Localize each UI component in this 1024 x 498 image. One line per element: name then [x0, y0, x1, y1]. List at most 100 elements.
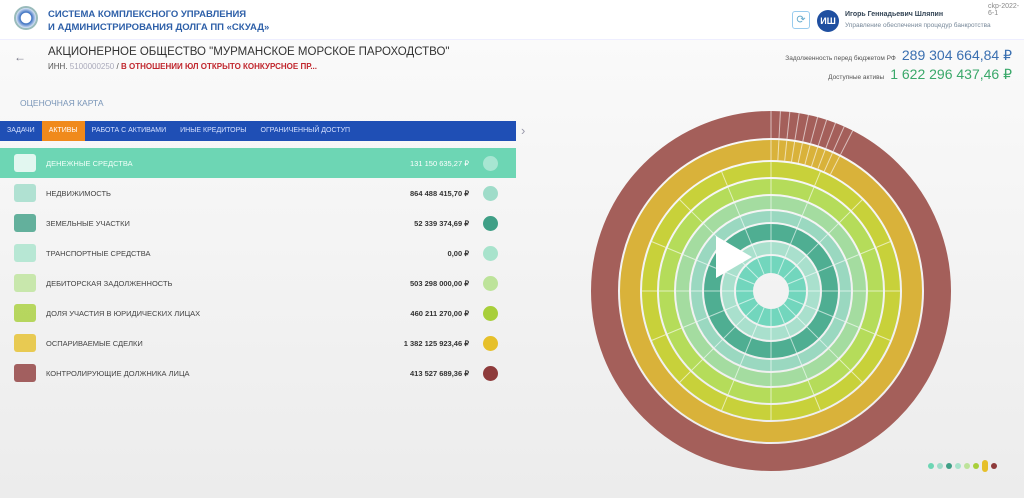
- asset-toggle[interactable]: [483, 275, 498, 291]
- assets-label: Доступные активы: [828, 74, 885, 81]
- segment-divider: [696, 316, 708, 323]
- segment-divider: [738, 297, 755, 305]
- asset-label: ОСПАРИВАЕМЫЕ СДЕЛКИ: [46, 338, 143, 348]
- asset-label: НЕДВИЖИМОСТЬ: [46, 188, 111, 198]
- segment-divider: [651, 241, 666, 248]
- segment-divider: [796, 354, 803, 366]
- building-icon: [14, 184, 36, 202]
- pager-dot[interactable]: [964, 463, 970, 469]
- segment-divider: [784, 324, 791, 337]
- asset-toggle[interactable]: [483, 365, 498, 381]
- segment-divider: [825, 122, 836, 149]
- asset-toggle[interactable]: [483, 245, 498, 261]
- list-item[interactable]: ДЕНЕЖНЫЕ СРЕДСТВА 131 150 635,27 ₽: [0, 148, 516, 178]
- segment-divider: [810, 117, 819, 144]
- tab-1[interactable]: АКТИВЫ: [41, 121, 85, 141]
- pager-dot[interactable]: [928, 463, 934, 469]
- car-icon: [14, 244, 36, 262]
- segment-divider: [830, 156, 840, 175]
- company-info: ИНН. 5100000250 / В ОТНОШЕНИИ ЮЛ ОТКРЫТО…: [48, 62, 317, 71]
- segment-divider: [790, 337, 798, 354]
- asset-toggle[interactable]: [483, 215, 498, 231]
- tab-4[interactable]: ОГРАНИЧЕННЫЙ ДОСТУП: [260, 127, 351, 134]
- segment-divider: [801, 203, 808, 216]
- asset-label: ТРАНСПОРТНЫЕ СРЕДСТВА: [46, 248, 151, 258]
- refresh-icon[interactable]: ⟳: [792, 11, 810, 29]
- segment-divider: [651, 334, 666, 341]
- gavel-icon: [14, 334, 36, 352]
- user-name: Игорь Геннадьевич Шляпин: [845, 11, 944, 18]
- segment-divider: [804, 304, 817, 311]
- land-icon: [14, 214, 36, 232]
- list-item[interactable]: ТРАНСПОРТНЫЕ СРЕДСТВА 0,00 ₽: [0, 238, 516, 268]
- segment-divider: [786, 111, 791, 139]
- segment-divider: [797, 143, 803, 163]
- asset-value: 460 211 270,00 ₽: [410, 308, 469, 318]
- logo-icon: [14, 6, 38, 30]
- segment-divider: [739, 216, 746, 228]
- segment-divider: [783, 265, 797, 279]
- segment-divider: [727, 380, 735, 395]
- asset-toggle[interactable]: [483, 155, 498, 171]
- company-status[interactable]: В ОТНОШЕНИИ ЮЛ ОТКРЫТО КОНКУРСНОЕ ПР...: [120, 62, 317, 71]
- pager-dot[interactable]: [991, 463, 997, 469]
- chevron-right-icon[interactable]: ›: [521, 123, 526, 138]
- segment-divider: [806, 326, 819, 339]
- segment-divider: [840, 130, 854, 155]
- segment-divider: [725, 304, 738, 311]
- pie-share-icon: [14, 304, 36, 322]
- segment-divider: [734, 366, 741, 379]
- inn-value: 5100000250: [69, 62, 115, 71]
- segment-divider: [796, 216, 803, 228]
- asset-toggle[interactable]: [483, 335, 498, 351]
- pager-dot[interactable]: [946, 463, 952, 469]
- assets-sunburst-chart[interactable]: [590, 110, 952, 472]
- segment-divider: [777, 140, 780, 161]
- list-item[interactable]: КОНТРОЛИРУЮЩИЕ ДОЛЖНИКА ЛИЦА 413 527 689,…: [0, 358, 516, 388]
- segment-divider: [819, 234, 828, 243]
- segment-divider: [735, 316, 746, 327]
- list-item[interactable]: ДОЛЯ УЧАСТИЯ В ЮРИДИЧЕСКИХ ЛИЦАХ 460 211 …: [0, 298, 516, 328]
- segment-divider: [696, 259, 708, 266]
- list-item[interactable]: ДЕБИТОРСКАЯ ЗАДОЛЖЕННОСТЬ 503 298 000,00 …: [0, 268, 516, 298]
- segment-divider: [851, 199, 863, 211]
- play-icon[interactable]: [716, 236, 752, 278]
- segment-divider: [777, 258, 785, 275]
- pager-dot[interactable]: [973, 463, 979, 469]
- segment-divider: [806, 243, 819, 256]
- system-title: СИСТЕМА КОМПЛЕКСНОГО УПРАВЛЕНИЯ И АДМИНИС…: [48, 8, 269, 34]
- segment-divider: [679, 371, 691, 383]
- section-label[interactable]: ОЦЕНОЧНАЯ КАРТА: [20, 98, 104, 108]
- pager-dot[interactable]: [955, 463, 961, 469]
- inn-label: ИНН.: [48, 62, 68, 71]
- segment-divider: [796, 316, 807, 327]
- avatar[interactable]: ИШ: [817, 10, 839, 32]
- segment-divider: [787, 277, 804, 285]
- pager-dot[interactable]: [937, 463, 943, 469]
- list-item[interactable]: ЗЕМЕЛЬНЫЕ УЧАСТКИ 52 339 374,69 ₽: [0, 208, 516, 238]
- back-arrow-icon[interactable]: ←: [14, 50, 26, 64]
- segment-divider: [828, 348, 839, 359]
- tab-2[interactable]: РАБОТА С АКТИВАМИ: [91, 127, 167, 134]
- segment-divider: [784, 140, 788, 161]
- segment-divider: [790, 141, 796, 162]
- tab-0[interactable]: ЗАДАЧИ: [7, 127, 35, 134]
- segment-divider: [667, 247, 682, 255]
- segment-divider: [683, 321, 696, 328]
- segment-divider: [784, 245, 791, 258]
- list-item[interactable]: НЕДВИЖИМОСТЬ 864 488 415,70 ₽: [0, 178, 516, 208]
- asset-toggle[interactable]: [483, 305, 498, 321]
- segment-divider: [777, 307, 785, 324]
- segment-divider: [691, 359, 703, 371]
- asset-value: 131 150 635,27 ₽: [410, 158, 469, 168]
- pager-dot[interactable]: [982, 460, 988, 472]
- list-item[interactable]: ОСПАРИВАЕМЫЕ СДЕЛКИ 1 382 125 923,46 ₽: [0, 328, 516, 358]
- asset-value: 1 382 125 923,46 ₽: [403, 338, 469, 348]
- separator: /: [116, 62, 119, 71]
- asset-label: ДОЛЯ УЧАСТИЯ В ЮРИДИЧЕСКИХ ЛИЦАХ: [46, 308, 201, 318]
- tab-3[interactable]: ИНЫЕ КРЕДИТОРЫ: [180, 127, 247, 134]
- segment-divider: [714, 339, 723, 348]
- segment-divider: [744, 337, 752, 354]
- segment-divider: [807, 380, 815, 395]
- asset-toggle[interactable]: [483, 185, 498, 201]
